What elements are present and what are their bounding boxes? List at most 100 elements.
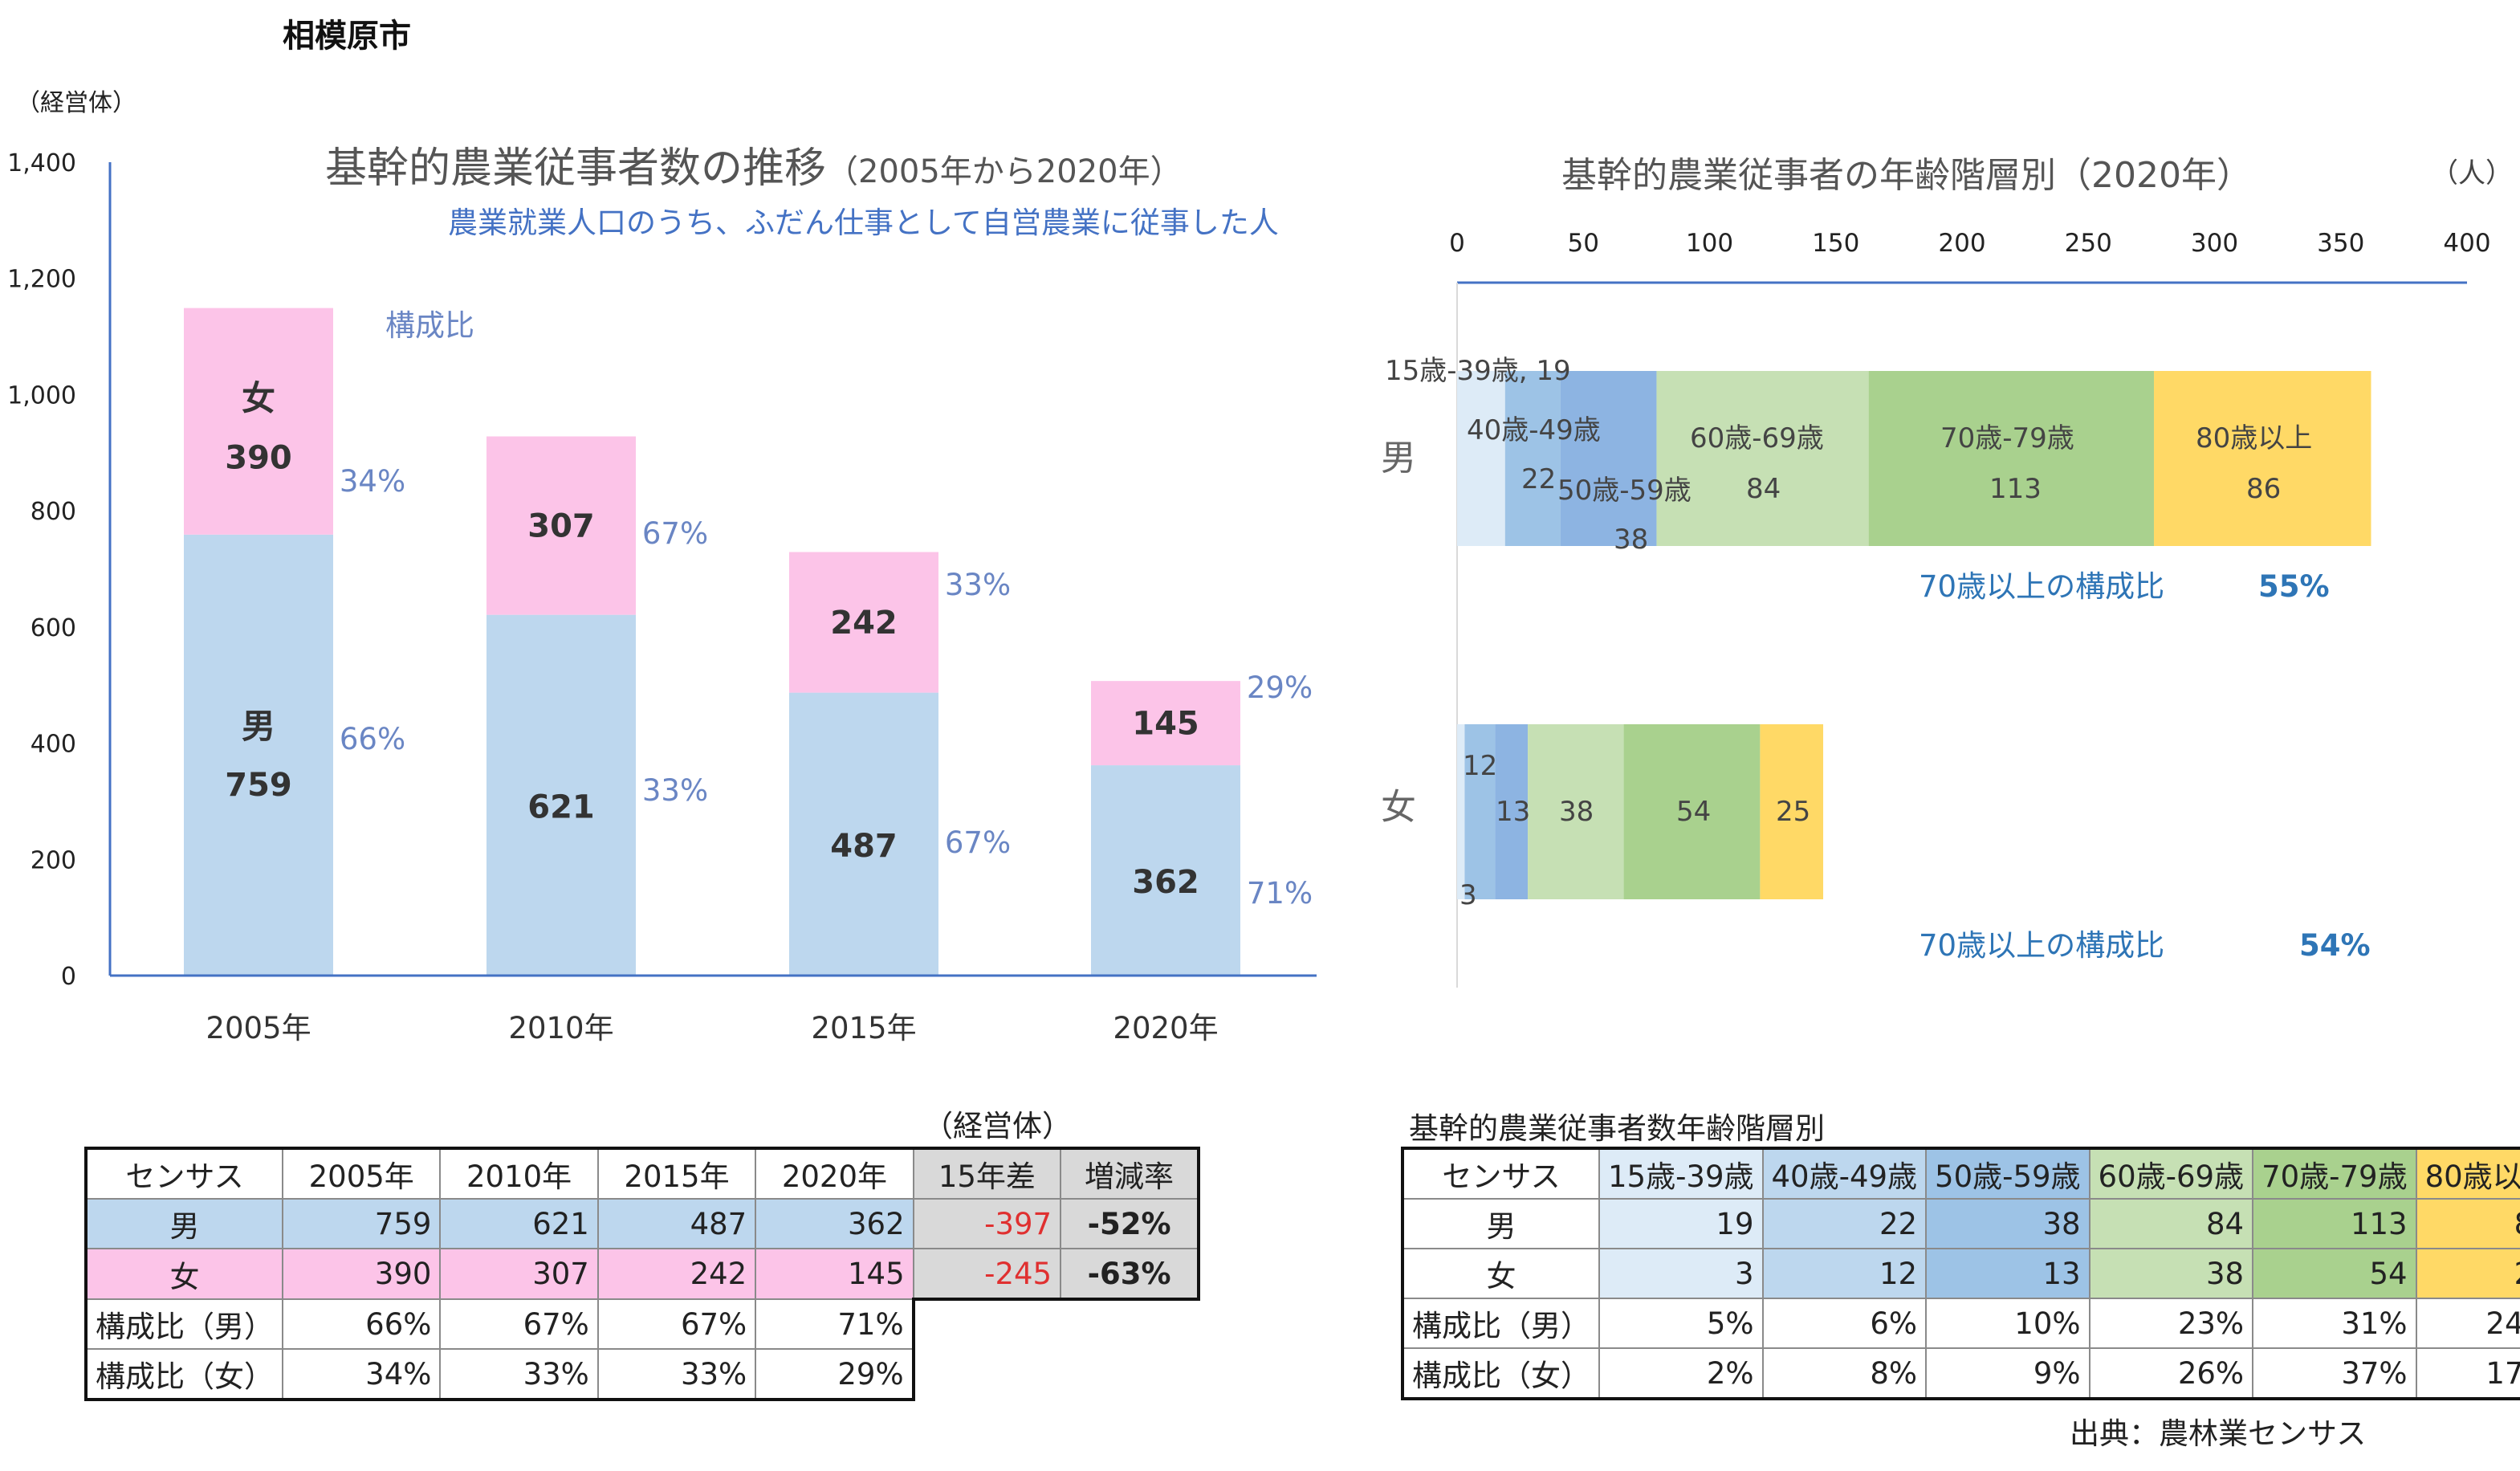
cell: 390 xyxy=(281,1248,442,1300)
age-bar-labels: 15歳-39歳, 19 40歳-49歳 22 50歳-59歳 38 60歳-69… xyxy=(1385,355,2312,911)
age-bar-男-80歳以上 xyxy=(2154,371,2371,546)
header-cell: 60歳-69歳 xyxy=(2088,1147,2254,1200)
y-tick-label: 400 xyxy=(31,731,76,759)
cell: 71% xyxy=(755,1298,915,1350)
bar-female-2010年 xyxy=(486,436,636,615)
age-bars xyxy=(1457,371,2371,899)
label-f-38: 38 xyxy=(1559,796,1594,828)
chart-title-sub: （2005年から2020年） xyxy=(826,153,1183,190)
cell: 13 xyxy=(1925,1248,2091,1299)
cell: 17% xyxy=(2415,1347,2520,1400)
page-title: 相模原市 xyxy=(283,18,411,55)
y-tick-label: 600 xyxy=(31,614,76,642)
source-note: 出典：農林業センサス xyxy=(2070,1416,2367,1451)
y-tick-label: 1,400 xyxy=(7,149,76,177)
share-male: 67% xyxy=(945,825,1011,860)
cell: 29% xyxy=(755,1348,915,1401)
age-chart-title: 基幹的農業従事者の年齢階層別（2020年） xyxy=(1561,155,2252,196)
header-cell: 70歳-79歳 xyxy=(2252,1147,2417,1200)
label-m-60-69: 60歳-69歳 xyxy=(1690,422,1824,454)
male-ratio70-label: 70歳以上の構成比 xyxy=(1919,569,2164,604)
header-cell: 80歳以上 xyxy=(2415,1147,2520,1200)
y-unit-label: （経営体） xyxy=(16,89,136,117)
label-m-86: 86 xyxy=(2246,473,2281,505)
age-unit-label: （人） xyxy=(2431,157,2505,189)
cell: 67% xyxy=(596,1298,757,1350)
cell: -52% xyxy=(1060,1198,1200,1249)
cell: -63% xyxy=(1060,1248,1200,1301)
cell: 23% xyxy=(2088,1298,2254,1349)
x-tick-label: 2020年 xyxy=(1113,1011,1218,1045)
cell: 2% xyxy=(1598,1347,1764,1400)
x-tick-label: 2005年 xyxy=(206,1011,311,1045)
y-tick-label: 800 xyxy=(31,498,76,526)
label-m-22: 22 xyxy=(1521,463,1556,495)
cell: 37% xyxy=(2252,1347,2417,1400)
category-male: 男 xyxy=(1381,438,1416,479)
cell: 26% xyxy=(2088,1347,2254,1400)
label-f-3: 3 xyxy=(1459,879,1477,911)
label-f-54: 54 xyxy=(1676,796,1711,828)
share-male: 66% xyxy=(340,722,405,756)
age-chart: 基幹的農業従事者の年齢階層別（2020年） （人） 0 50 100 150 200 25… xyxy=(1381,155,2505,988)
row-label: 男 xyxy=(84,1198,283,1249)
cell: 67% xyxy=(439,1298,599,1350)
cell: 38 xyxy=(2088,1248,2254,1299)
cell: 31% xyxy=(2252,1298,2417,1349)
bar-female-2020年 xyxy=(1091,681,1240,766)
age-bar-女-60歳-69歳 xyxy=(1528,724,1624,899)
table1-unit: （経営体） xyxy=(923,1109,1072,1143)
cell: 25 xyxy=(2415,1248,2520,1299)
x-axis-ticks: 2005年 2010年 2015年 2020年 xyxy=(206,1011,1218,1045)
female-ratio70-value: 54% xyxy=(2299,928,2371,963)
bar-male-2015年 xyxy=(789,692,938,976)
x-tick-label: 2010年 xyxy=(508,1011,613,1045)
cell: 38 xyxy=(1925,1198,2091,1249)
header-cell: 15歳-39歳 xyxy=(1598,1147,1764,1200)
chart-subtitle: 農業就業人口のうち、ふだん仕事として自営農業に従事した人 xyxy=(448,206,1279,240)
x-tick-label: 400 xyxy=(2443,229,2490,258)
label-m-70-79: 70歳-79歳 xyxy=(1940,422,2074,454)
header-cell: 2015年 xyxy=(596,1147,757,1200)
label-m-113: 113 xyxy=(1989,473,2042,505)
age-bar-男-60歳-69歳 xyxy=(1656,371,1869,546)
age-bar-女-15歳-39歳 xyxy=(1457,724,1465,899)
cell: 487 xyxy=(596,1198,757,1249)
x-tick-label: 250 xyxy=(2065,229,2112,258)
cell: 33% xyxy=(439,1348,599,1401)
y-tick-label: 1,000 xyxy=(7,381,76,410)
cell: 8% xyxy=(1761,1347,1928,1400)
row-label: 構成比（女） xyxy=(1401,1347,1600,1400)
x-axis-ticks: 0 50 100 150 200 250 300 350 400 xyxy=(1449,229,2490,258)
cell: 12 xyxy=(1761,1248,1928,1299)
cell: 66% xyxy=(281,1298,442,1350)
trend-chart: （経営体） 基幹的農業従事者数の推移（2005年から2020年） 農業就業人口の… xyxy=(7,89,1317,1045)
cell: 145 xyxy=(755,1248,914,1300)
share-male: 33% xyxy=(642,773,708,808)
label-f-13: 13 xyxy=(1496,796,1530,828)
label-f-12: 12 xyxy=(1463,750,1497,782)
bar-male-2005年 xyxy=(184,534,333,976)
x-tick-label: 200 xyxy=(1938,229,1985,258)
table2-title: 基幹的農業従事者数年齢階層別 xyxy=(1409,1111,1825,1146)
share-female: 34% xyxy=(340,464,405,499)
cell: 307 xyxy=(439,1248,599,1300)
x-tick-label: 50 xyxy=(1568,229,1599,258)
value-male: 362 xyxy=(1132,864,1199,901)
row-label: 構成比（女） xyxy=(84,1348,283,1401)
age-table: センサス 15歳-39歳 40歳-49歳 50歳-59歳 60歳-69歳 70歳… xyxy=(1401,1147,2520,1400)
header-cell: センサス xyxy=(1401,1147,1600,1200)
label-m-38: 38 xyxy=(1614,524,1648,556)
cell: 9% xyxy=(1925,1347,2091,1400)
y-tick-label: 200 xyxy=(31,846,76,874)
value-male: 759 xyxy=(225,767,292,804)
value-female: 145 xyxy=(1132,706,1199,743)
bar-male-2010年 xyxy=(486,614,636,976)
cell: 113 xyxy=(2252,1198,2417,1249)
bar-female-2015年 xyxy=(789,552,938,693)
series-name-male: 男 xyxy=(242,707,275,746)
cell: 33% xyxy=(596,1348,757,1401)
value-female: 242 xyxy=(830,605,898,642)
age-bar-男-70歳-79歳 xyxy=(1868,371,2155,546)
cell: 3 xyxy=(1598,1248,1764,1299)
